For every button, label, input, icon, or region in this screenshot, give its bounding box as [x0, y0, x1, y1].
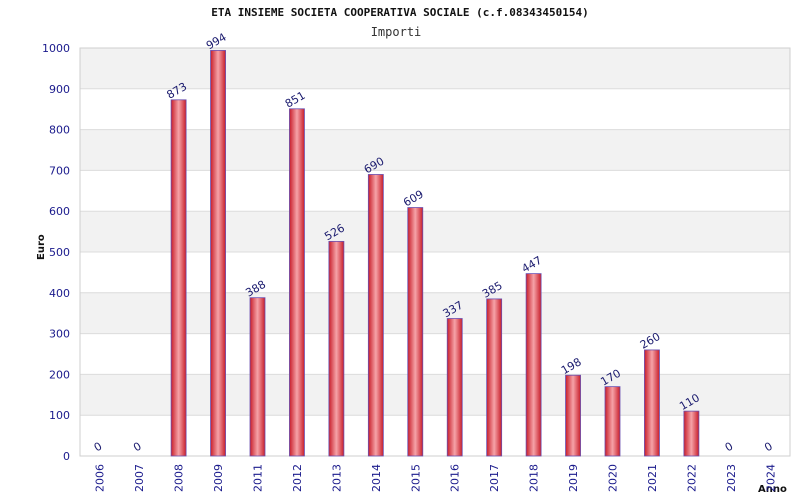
x-tick-label: 2016 [449, 464, 462, 492]
bars [170, 50, 700, 457]
y-tick-label: 400 [49, 287, 70, 300]
y-tick-label: 700 [49, 164, 70, 177]
bar [249, 297, 266, 457]
plot-band [80, 374, 790, 416]
plot-band [80, 415, 790, 456]
plot-frame [79, 47, 791, 457]
x-tick-label: 2022 [685, 464, 698, 492]
plot-band [80, 333, 790, 375]
y-tick-label: 600 [49, 205, 70, 218]
bar [525, 273, 542, 457]
plot-band [80, 211, 790, 252]
y-tick-label: 500 [49, 246, 70, 259]
bar [289, 108, 305, 457]
y-tick-label: 900 [49, 83, 70, 96]
bar [486, 298, 503, 457]
x-axis-ticks: 2006 2007 2008 2009 2011 2012 2013 2014 2015 2016… [94, 464, 778, 492]
x-tick-label: 2014 [370, 464, 383, 492]
bar [683, 410, 700, 457]
y-tick-label: 800 [49, 124, 70, 137]
plot-band [80, 88, 790, 130]
bar [644, 349, 660, 457]
bar [328, 240, 345, 457]
y-tick-label: 100 [49, 409, 70, 422]
plot-band [80, 252, 790, 293]
x-tick-label: 2019 [567, 464, 580, 492]
x-axis-label: Anno [758, 484, 787, 495]
x-tick-label: 2011 [252, 464, 265, 492]
y-tick-label: 0 [63, 450, 70, 463]
x-tick-label: 2012 [291, 464, 304, 492]
plot-band [80, 292, 790, 334]
plot-band [80, 129, 790, 171]
x-tick-label: 2021 [646, 464, 659, 492]
bar [210, 50, 226, 457]
y-tick-label: 200 [49, 368, 70, 381]
plot-band [80, 170, 790, 212]
x-tick-label: 2015 [409, 464, 422, 492]
y-tick-label: 1000 [42, 42, 70, 55]
x-tick-label: 2024 [764, 464, 777, 492]
x-tick-label: 2009 [212, 464, 225, 492]
bar [565, 374, 581, 457]
x-tick-label: 2017 [488, 464, 501, 492]
bar [170, 99, 187, 457]
grid-lines [79, 47, 791, 457]
chart-title: ETA INSIEME SOCIETA COOPERATIVA SOCIALE … [211, 6, 589, 19]
plot-background [80, 48, 790, 456]
bar [367, 174, 384, 457]
x-tick-label: 2008 [173, 464, 186, 492]
x-tick-label: 2013 [330, 464, 343, 492]
bar [446, 318, 463, 457]
bar [407, 207, 424, 457]
plot-band [80, 48, 790, 89]
chart-subtitle: Importi [370, 25, 422, 39]
x-tick-label: 2006 [94, 464, 107, 492]
y-axis-ticks: 0 100 200 300 400 500 600 700 800 900 1000 [42, 42, 70, 463]
x-tick-label: 2018 [528, 464, 541, 492]
y-tick-label: 300 [49, 328, 70, 341]
bar [604, 386, 621, 457]
x-tick-label: 2023 [725, 464, 738, 492]
x-tick-label: 2020 [607, 464, 620, 492]
x-tick-label: 2007 [133, 464, 146, 492]
